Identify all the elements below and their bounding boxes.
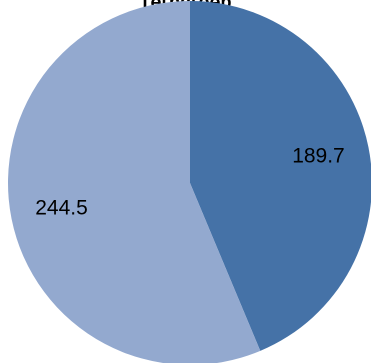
pie-slice-2 bbox=[8, 1, 261, 363]
pie-slice-1 bbox=[190, 1, 371, 351]
slice-label-2: 244.5 bbox=[35, 196, 88, 219]
slice-label-1: 189.7 bbox=[292, 145, 345, 168]
